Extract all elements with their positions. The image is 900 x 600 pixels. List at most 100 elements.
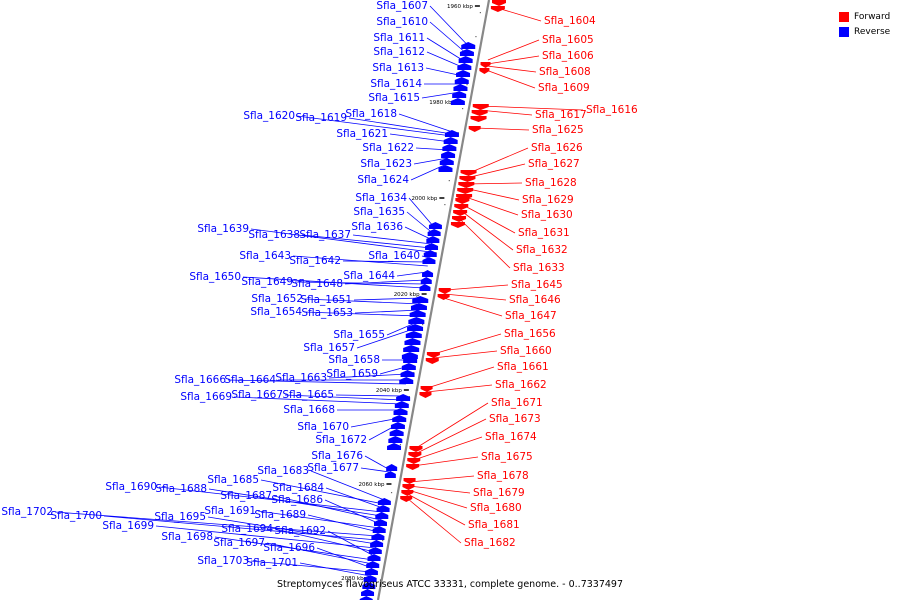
reverse-leader-line bbox=[410, 163, 447, 181]
reverse-gene-label: Sfla_1690 bbox=[105, 481, 157, 493]
forward-gene-label: Sfla_1617 bbox=[535, 109, 587, 121]
reverse-gene-glyph bbox=[426, 236, 440, 243]
reverse-leader-line bbox=[103, 515, 378, 541]
reverse-gene-glyph bbox=[452, 91, 467, 98]
forward-leader-line bbox=[414, 418, 487, 455]
reverse-gene-glyph bbox=[399, 377, 414, 384]
reverse-gene-glyph bbox=[403, 356, 418, 363]
forward-gene-glyph bbox=[409, 446, 423, 452]
reverse-gene-label: Sfla_1611 bbox=[373, 32, 425, 44]
reverse-gene-label: Sfla_1623 bbox=[360, 158, 412, 170]
tick-label: 2040 kbp bbox=[376, 388, 402, 394]
forward-gene-glyph bbox=[479, 68, 490, 74]
forward-leader-line bbox=[412, 456, 479, 467]
reverse-gene-glyph bbox=[396, 394, 411, 401]
forward-gene-label: Sfla_1609 bbox=[538, 82, 590, 94]
reverse-gene-label: Sfla_1642 bbox=[289, 255, 341, 267]
reverse-gene-label: Sfla_1677 bbox=[307, 462, 359, 474]
reverse-gene-label: Sfla_1657 bbox=[303, 342, 355, 354]
axis-dot bbox=[448, 180, 450, 182]
reverse-leader-line bbox=[348, 117, 453, 135]
reverse-gene-label: Sfla_1607 bbox=[376, 0, 428, 12]
reverse-gene-glyph bbox=[408, 317, 425, 324]
forward-leader-line bbox=[433, 333, 502, 355]
reverse-gene-label: Sfla_1684 bbox=[272, 482, 324, 494]
reverse-leader-line bbox=[413, 157, 448, 165]
reverse-gene-label: Sfla_1665 bbox=[282, 389, 334, 401]
forward-gene-glyph bbox=[454, 204, 469, 210]
axis-dot bbox=[422, 324, 424, 326]
forward-gene-glyph bbox=[453, 210, 468, 216]
reverse-gene-glyph bbox=[458, 56, 473, 63]
reverse-gene-glyph bbox=[363, 575, 377, 582]
forward-gene-label: Sfla_1632 bbox=[516, 244, 568, 256]
reverse-leader-line bbox=[158, 486, 383, 513]
reverse-gene-label: Sfla_1699 bbox=[102, 520, 154, 532]
forward-gene-glyph bbox=[468, 126, 481, 132]
reverse-gene-label: Sfla_1686 bbox=[271, 494, 323, 506]
reverse-gene-label: Sfla_1640 bbox=[368, 250, 420, 262]
reverse-gene-glyph bbox=[442, 144, 457, 151]
reverse-gene-glyph bbox=[392, 415, 407, 422]
reverse-gene-label: Sfla_1643 bbox=[239, 250, 291, 262]
forward-gene-label: Sfla_1675 bbox=[481, 451, 533, 463]
reverse-gene-glyph bbox=[377, 498, 391, 505]
reverse-leader-line bbox=[292, 255, 428, 267]
tick-label: 1960 kbp bbox=[447, 4, 473, 10]
tick-label: 2020 kbp bbox=[394, 292, 420, 298]
forward-leader-line bbox=[464, 187, 520, 201]
reverse-gene-label: Sfla_1683 bbox=[257, 465, 309, 477]
reverse-gene-glyph bbox=[422, 257, 436, 264]
reverse-gene-glyph bbox=[456, 70, 471, 77]
forward-gene-glyph bbox=[460, 170, 477, 176]
reverse-leader-line bbox=[242, 276, 424, 289]
reverse-gene-label: Sfla_1691 bbox=[204, 505, 256, 517]
reverse-gene-glyph bbox=[428, 222, 442, 229]
reverse-leader-line bbox=[274, 528, 375, 553]
forward-gene-glyph bbox=[420, 386, 433, 392]
reverse-gene-label: Sfla_1659 bbox=[326, 368, 378, 380]
forward-gene-glyph bbox=[426, 352, 440, 358]
reverse-gene-label: Sfla_1689 bbox=[254, 509, 306, 521]
gene-glyphs bbox=[359, 0, 506, 600]
reverse-gene-label: Sfla_1635 bbox=[353, 206, 405, 218]
reverse-gene-glyph bbox=[362, 582, 376, 589]
forward-leader-line bbox=[461, 203, 516, 234]
forward-gene-glyph bbox=[458, 182, 475, 188]
forward-leader-line bbox=[443, 297, 503, 317]
reverse-leader-line bbox=[266, 542, 373, 565]
reverse-leader-line bbox=[408, 197, 436, 229]
forward-leader-line bbox=[432, 350, 498, 359]
reverse-gene-glyph bbox=[425, 243, 439, 250]
reverse-gene-glyph bbox=[372, 526, 386, 533]
reverse-gene-glyph bbox=[439, 158, 454, 165]
reverse-gene-glyph bbox=[403, 345, 420, 352]
forward-leader-line bbox=[426, 384, 493, 393]
forward-gene-glyph bbox=[455, 198, 470, 204]
reverse-leader-line bbox=[299, 562, 371, 577]
reverse-leader-line bbox=[304, 298, 421, 305]
axis-dot bbox=[435, 252, 437, 254]
reverse-gene-label: Sfla_1620 bbox=[243, 110, 295, 122]
reverse-leader-line bbox=[327, 530, 375, 557]
reverse-gene-glyph bbox=[405, 331, 422, 338]
forward-leader-line bbox=[485, 69, 536, 89]
forward-gene-label: Sfla_1680 bbox=[470, 502, 522, 514]
forward-gene-glyph bbox=[425, 358, 439, 364]
reverse-gene-glyph bbox=[400, 370, 415, 377]
forward-leader-line bbox=[486, 65, 537, 73]
reverse-gene-glyph bbox=[390, 422, 405, 429]
forward-leader-line bbox=[487, 39, 540, 61]
reverse-gene-label: Sfla_1667 bbox=[231, 389, 283, 401]
reverse-gene-glyph bbox=[412, 296, 429, 303]
reverse-gene-label: Sfla_1658 bbox=[328, 354, 380, 366]
reverse-gene-glyph bbox=[438, 165, 453, 172]
reverse-leader-line bbox=[356, 327, 417, 349]
reverse-gene-glyph bbox=[450, 98, 465, 105]
reverse-leader-line bbox=[310, 470, 385, 501]
reverse-gene-label: Sfla_1618 bbox=[345, 108, 397, 120]
reverse-gene-glyph bbox=[388, 436, 403, 443]
axis-dot bbox=[444, 204, 446, 206]
reverse-leader-line bbox=[404, 226, 433, 241]
forward-leader-line bbox=[444, 293, 507, 301]
